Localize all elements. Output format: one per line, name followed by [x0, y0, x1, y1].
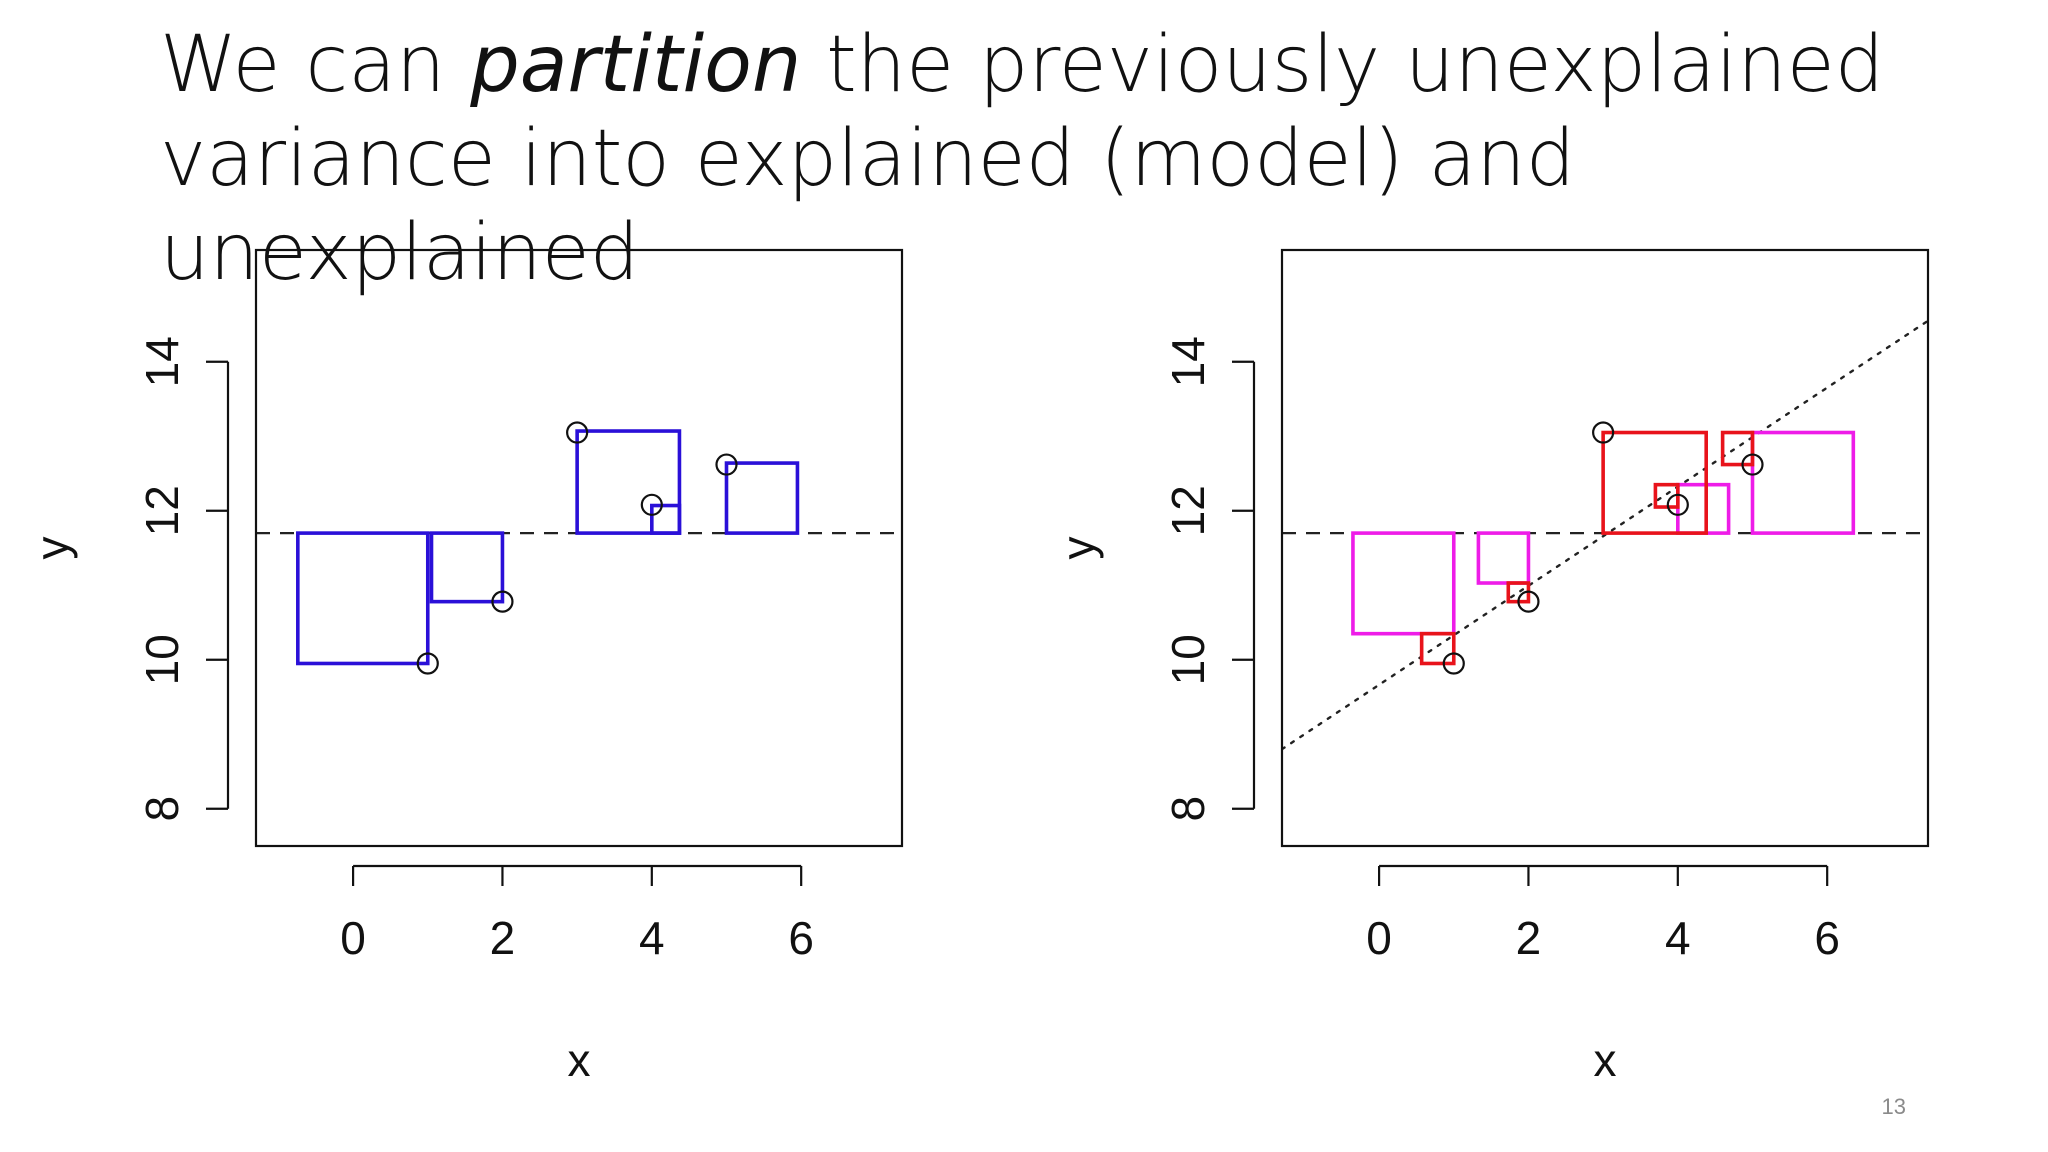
x-axis: 0 2 4 6 x — [1366, 864, 1840, 1086]
slide-title-emphasis: partition — [470, 20, 802, 110]
x-tick-label-2: 2 — [490, 912, 516, 964]
data-point-2 — [491, 590, 514, 613]
x-tick-label-0: 0 — [340, 912, 366, 964]
total-square-2 — [429, 531, 505, 604]
slide-title: We can partition the previously unexplai… — [160, 18, 2020, 300]
x-axis-label: x — [1594, 1034, 1617, 1086]
slide-number: 13 — [1881, 1094, 1906, 1119]
residual-square-5 — [1419, 631, 1456, 666]
y-axis-label: y — [26, 537, 78, 560]
data-point-1 — [416, 652, 439, 675]
data-point-3 — [1592, 421, 1615, 444]
explained-square-3 — [1676, 482, 1731, 535]
y-axis: 8 10 12 14 y — [26, 336, 230, 822]
y-tick-label-14: 14 — [136, 336, 188, 387]
x-tick-label-4: 4 — [639, 912, 665, 964]
explained-square-2 — [1476, 531, 1531, 585]
y-tick-label-10: 10 — [136, 634, 188, 685]
y-tick-label-12: 12 — [136, 485, 188, 536]
y-axis-label: y — [1052, 537, 1104, 560]
total-square-5 — [724, 461, 800, 535]
data-point-3 — [566, 421, 589, 444]
data-point-1 — [1442, 652, 1465, 675]
y-tick-label-10: 10 — [1162, 634, 1214, 685]
data-point-5 — [715, 453, 738, 476]
plot-area — [1282, 319, 1928, 751]
x-tick-label-2: 2 — [1516, 912, 1542, 964]
y-tick-label-14: 14 — [1162, 336, 1214, 387]
y-tick-label-8: 8 — [1162, 796, 1214, 822]
explained-square-1 — [1351, 531, 1456, 636]
data-point-2 — [1517, 590, 1540, 613]
slide-title-part1: We can — [160, 20, 471, 110]
residual-square-9 — [1720, 430, 1755, 467]
total-square-4 — [650, 503, 682, 535]
slide-title-part2: the previously unexplained variance into… — [160, 20, 1885, 298]
data-point-5 — [1741, 453, 1764, 476]
y-tick-label-12: 12 — [1162, 485, 1214, 536]
y-tick-label-8: 8 — [136, 796, 188, 822]
x-axis-label: x — [568, 1034, 591, 1086]
y-axis: 8 10 12 14 y — [1052, 336, 1256, 822]
data-point-4 — [640, 493, 663, 516]
plot-frame — [1280, 248, 1930, 848]
chart-1: 0 2 4 6 x 8 10 12 14 y — [26, 248, 904, 1086]
total-square-3 — [575, 429, 682, 535]
total-square-1 — [296, 531, 430, 666]
chart-2: 0 2 4 6 x 8 10 12 14 y — [1052, 248, 1930, 1086]
residual-square-7 — [1601, 430, 1708, 535]
x-tick-label-6: 6 — [788, 912, 814, 964]
x-tick-label-0: 0 — [1366, 912, 1392, 964]
data-point-4 — [1666, 493, 1689, 516]
x-tick-label-6: 6 — [1814, 912, 1840, 964]
explained-square-4 — [1750, 430, 1856, 535]
x-tick-label-4: 4 — [1665, 912, 1691, 964]
plot-frame — [254, 248, 904, 848]
plot-area — [256, 421, 902, 675]
x-axis: 0 2 4 6 x — [340, 864, 814, 1086]
regression-line — [1282, 319, 1928, 751]
